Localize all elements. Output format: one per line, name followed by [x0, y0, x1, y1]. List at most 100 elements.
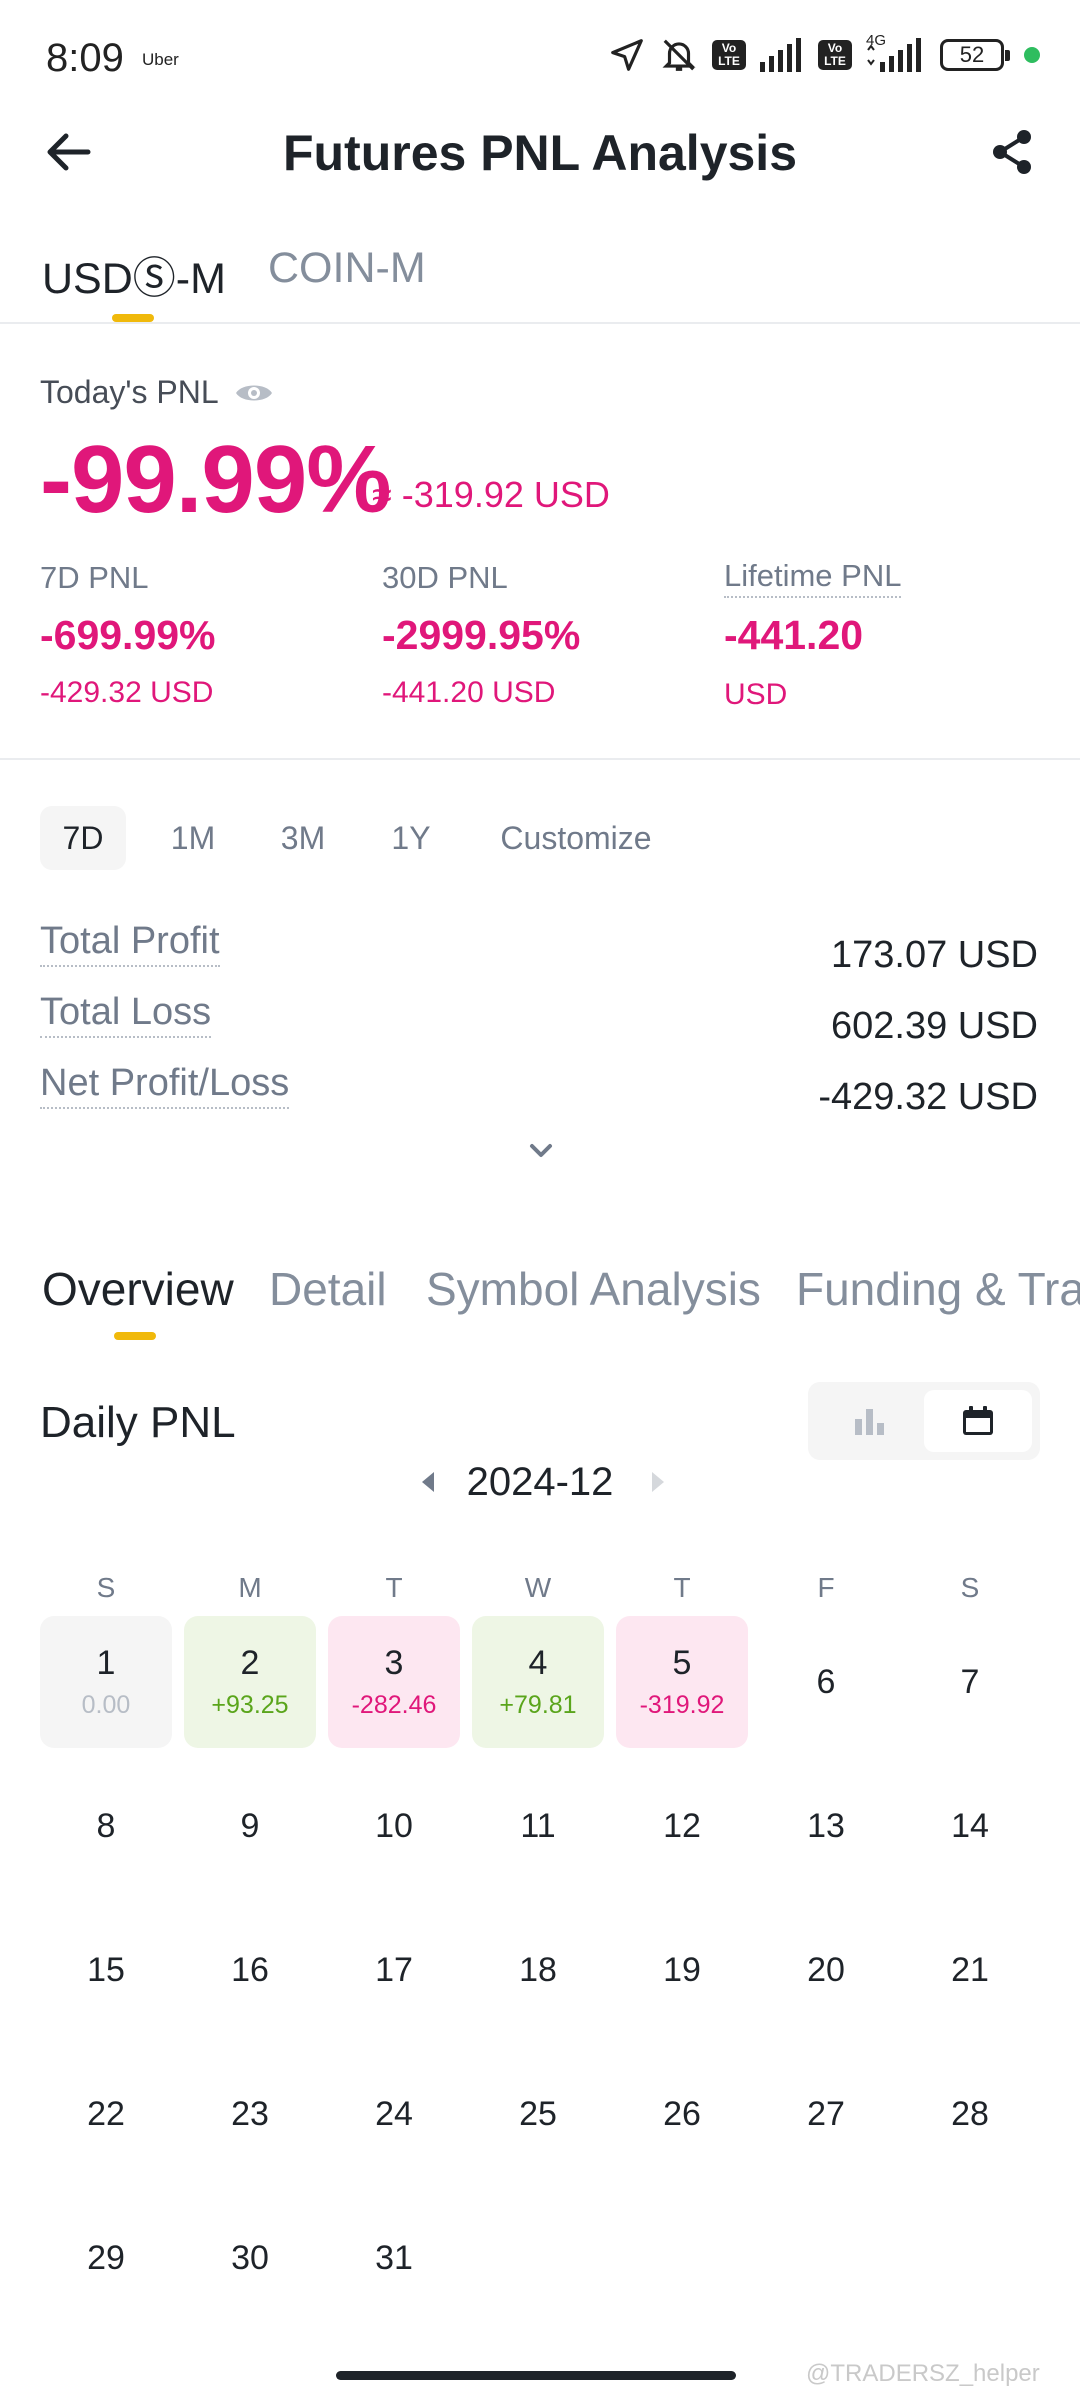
- calendar-day[interactable]: 3 -282.46: [328, 1616, 460, 1748]
- calendar-day[interactable]: 8: [40, 1760, 172, 1892]
- divider: [0, 758, 1080, 760]
- tab-funding-transfer[interactable]: Funding & Tra: [796, 1263, 1080, 1315]
- calendar-day[interactable]: 14: [904, 1760, 1036, 1892]
- calendar-day[interactable]: 20: [760, 1904, 892, 2036]
- range-7d[interactable]: 7D: [40, 806, 126, 870]
- page-title: Futures PNL Analysis: [282, 125, 798, 181]
- calendar-day[interactable]: 2 +93.25: [184, 1616, 316, 1748]
- calendar-day[interactable]: 25: [472, 2048, 604, 2180]
- total-profit-label[interactable]: Total Profit: [40, 920, 220, 967]
- calendar-day[interactable]: 16: [184, 1904, 316, 2036]
- prev-month-button[interactable]: [418, 1470, 438, 1494]
- battery-icon: 52: [940, 39, 1010, 71]
- location-arrow-icon: [611, 39, 643, 71]
- calendar-day[interactable]: 15: [40, 1904, 172, 2036]
- calendar-day-number: 18: [519, 1951, 557, 1989]
- calendar-day[interactable]: 23: [184, 2048, 316, 2180]
- tab-active-indicator: [112, 314, 154, 322]
- volte-icon: Vo LTE: [712, 40, 746, 70]
- calendar-day-number: 28: [951, 2095, 989, 2133]
- daily-pnl-title: Daily PNL: [40, 1398, 236, 1447]
- calendar-day[interactable]: 17: [328, 1904, 460, 2036]
- calendar-day-number: 8: [96, 1807, 116, 1845]
- range-1m[interactable]: 1M: [170, 820, 216, 856]
- calendar-day[interactable]: 24: [328, 2048, 460, 2180]
- range-customize[interactable]: Customize: [500, 820, 652, 856]
- calendar-day-number: 23: [231, 2095, 269, 2133]
- calendar-day-number: 12: [663, 1807, 701, 1845]
- weekday-label: W: [524, 1572, 552, 1603]
- todays-pnl-percent: -99.99%: [40, 426, 392, 533]
- calendar-day[interactable]: 26: [616, 2048, 748, 2180]
- calendar-day[interactable]: 1 0.00: [40, 1616, 172, 1748]
- calendar-day[interactable]: 9: [184, 1760, 316, 1892]
- 7d-pnl-usd: -429.32 USD: [40, 676, 214, 709]
- lifetime-pnl-label[interactable]: Lifetime PNL: [724, 558, 902, 598]
- net-profit-loss-value: -429.32 USD: [818, 1076, 1038, 1118]
- tab-detail[interactable]: Detail: [269, 1263, 387, 1315]
- range-1y[interactable]: 1Y: [391, 820, 431, 856]
- next-month-button[interactable]: [648, 1470, 668, 1494]
- weekday-label: S: [96, 1572, 116, 1603]
- calendar-day[interactable]: 22: [40, 2048, 172, 2180]
- calendar-view-button[interactable]: [924, 1390, 1032, 1452]
- calendar-day-number: 25: [519, 2095, 557, 2133]
- lifetime-pnl-value: -441.20: [724, 612, 864, 658]
- tab-usds-m[interactable]: USDⓈ-M: [42, 255, 226, 303]
- calendar-day-number: 2: [240, 1644, 260, 1682]
- calendar-day[interactable]: 21: [904, 1904, 1036, 2036]
- calendar-day-number: 3: [384, 1644, 404, 1682]
- back-button[interactable]: [44, 132, 92, 172]
- calendar-day[interactable]: 18: [472, 1904, 604, 2036]
- tab-coin-m[interactable]: COIN-M: [268, 244, 426, 292]
- calendar-day[interactable]: 5 -319.92: [616, 1616, 748, 1748]
- calendar-day[interactable]: 7: [904, 1616, 1036, 1748]
- calendar-day[interactable]: 10: [328, 1760, 460, 1892]
- calendar-day-number: 15: [87, 1951, 125, 1989]
- calendar-day[interactable]: 13: [760, 1760, 892, 1892]
- calendar-day-number: 14: [951, 1807, 989, 1845]
- calendar-day-number: 11: [520, 1807, 556, 1845]
- chevron-down-icon[interactable]: [524, 1134, 558, 1168]
- calendar-day[interactable]: 27: [760, 2048, 892, 2180]
- view-toggle: [808, 1382, 1040, 1460]
- status-app-indicator: Uber: [142, 50, 179, 69]
- calendar-day[interactable]: 4 +79.81: [472, 1616, 604, 1748]
- calendar-day-number: 10: [375, 1807, 413, 1845]
- todays-pnl-label: Today's PNL: [40, 374, 219, 410]
- calendar-day-number: 1: [96, 1644, 116, 1682]
- section-tab-indicator: [114, 1332, 156, 1340]
- calendar-day[interactable]: 28: [904, 2048, 1036, 2180]
- calendar-day-number: 26: [663, 2095, 701, 2133]
- weekday-label: F: [817, 1572, 835, 1603]
- weekday-label: T: [673, 1572, 691, 1603]
- calendar-day-number: 7: [960, 1663, 980, 1701]
- eye-icon[interactable]: [234, 378, 274, 408]
- back-arrow-icon: [47, 133, 91, 171]
- privacy-dot: [1024, 47, 1040, 63]
- calendar-day-number: 27: [807, 2095, 845, 2133]
- calendar-day[interactable]: 11: [472, 1760, 604, 1892]
- weekday-label: M: [238, 1572, 262, 1603]
- calendar-day[interactable]: 12: [616, 1760, 748, 1892]
- tab-overview[interactable]: Overview: [42, 1263, 234, 1315]
- network-type: 4G: [866, 32, 887, 49]
- calendar-day[interactable]: 30: [184, 2192, 316, 2324]
- calendar-day[interactable]: 31: [328, 2192, 460, 2324]
- calendar-day[interactable]: 29: [40, 2192, 172, 2324]
- net-profit-loss-label[interactable]: Net Profit/Loss: [40, 1062, 290, 1109]
- calendar-day-number: 9: [240, 1807, 260, 1845]
- month-label: 2024-12: [466, 1460, 614, 1504]
- calendar-day[interactable]: 19: [616, 1904, 748, 2036]
- calendar-day-number: 24: [375, 2095, 413, 2133]
- share-button[interactable]: [990, 128, 1034, 176]
- tab-symbol-analysis[interactable]: Symbol Analysis: [426, 1263, 761, 1315]
- total-loss-label[interactable]: Total Loss: [40, 991, 212, 1038]
- range-3m[interactable]: 3M: [280, 820, 326, 856]
- mute-icon: [662, 39, 696, 71]
- home-indicator[interactable]: [336, 2371, 736, 2380]
- bar-chart-view-button[interactable]: [816, 1390, 924, 1452]
- watermark: @TRADERSZ_helper: [806, 2360, 1040, 2387]
- calendar-day[interactable]: 6: [760, 1616, 892, 1748]
- calendar-day-number: 17: [375, 1951, 413, 1989]
